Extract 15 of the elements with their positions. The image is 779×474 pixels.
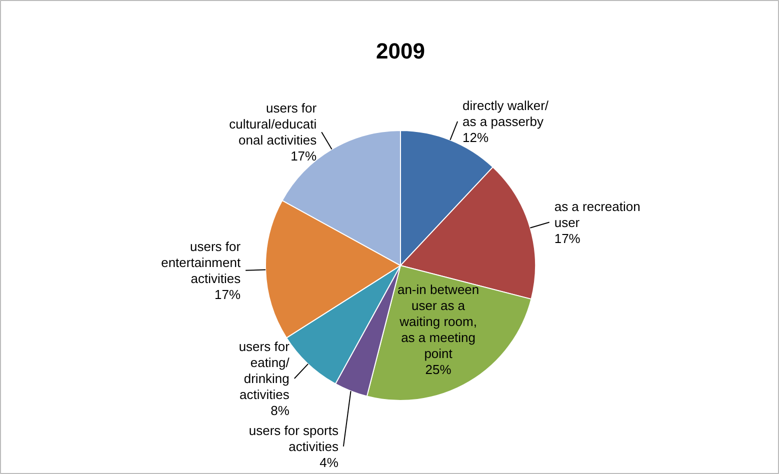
chart-title: 2009 <box>376 38 425 64</box>
slice-label: as a recreation user <box>554 198 640 230</box>
data-label: 17% <box>290 148 318 164</box>
slice-label: users for eating/ drinking activities <box>238 338 290 402</box>
slice-label: users for sports activities <box>248 422 339 454</box>
slice-label: directly walker/ as a passerby <box>462 98 549 129</box>
data-label: 25% <box>425 362 452 377</box>
data-label: 4% <box>320 454 339 470</box>
slice-label: users for cultural/educati onal activities <box>229 100 318 148</box>
slice-label: an-in between user as a waiting room, as a meeting point <box>397 282 480 361</box>
data-label: 17% <box>214 286 242 302</box>
data-label: 17% <box>554 230 581 246</box>
data-label: 8% <box>270 402 290 418</box>
slice-label: users for entertainment activities <box>161 238 242 286</box>
data-label: 12% <box>462 130 490 145</box>
